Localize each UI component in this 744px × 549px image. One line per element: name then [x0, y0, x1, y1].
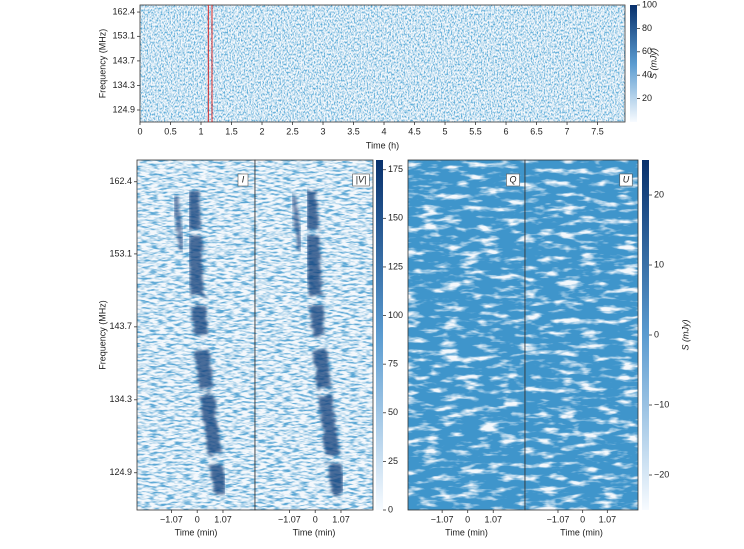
panel-frame: [254, 159, 374, 511]
colorbar-tick-label: 25: [388, 456, 398, 466]
heatmap: [525, 160, 638, 510]
colorbar-label: S (mJy): [648, 48, 658, 79]
panel-label: |V|: [356, 174, 367, 184]
signal-band-path: [290, 194, 303, 251]
y-tick-label: 162.4: [112, 6, 135, 16]
colorbar: [376, 160, 383, 510]
colorbar-tick-label: 20: [642, 93, 652, 103]
heatmap: [140, 5, 625, 122]
y-axis-label: Frequency (MHz): [97, 300, 107, 370]
x-tick-label: 0: [195, 514, 200, 524]
x-tick-label: 0: [137, 126, 142, 136]
x-tick-label: −1.07: [160, 514, 183, 524]
panel-label-box: [352, 173, 370, 187]
y-tick-label: 153.1: [112, 31, 135, 41]
x-tick-label: 1: [198, 126, 203, 136]
x-tick-label: 0: [465, 514, 470, 524]
colorbar-tick-label: 0: [388, 504, 393, 514]
colorbar-tick-label: 60: [642, 46, 652, 56]
y-tick-label: 153.1: [109, 248, 132, 258]
colorbar-tick-label: −10: [654, 399, 669, 409]
x-tick-label: 7: [565, 126, 570, 136]
colorbar-tick-label: 0: [654, 329, 659, 339]
colorbar-tick-label: 20: [654, 189, 664, 199]
y-tick-label: 143.7: [109, 321, 132, 331]
y-tick-label: 162.4: [109, 176, 132, 186]
colorbar-tick-label: −20: [654, 469, 669, 479]
colorbar-tick-label: 100: [642, 0, 657, 9]
x-tick-label: 3.5: [347, 126, 360, 136]
panel-label: Q: [509, 174, 516, 184]
x-axis-label: Time (h): [366, 140, 399, 150]
y-tick-label: 134.3: [112, 80, 135, 90]
signal-band-path: [172, 194, 185, 251]
panel-label-box: [619, 173, 633, 187]
colorbar: [642, 160, 649, 510]
x-tick-label: 1.07: [599, 514, 617, 524]
colorbar-tick-label: 125: [388, 261, 403, 271]
y-tick-label: 124.9: [109, 467, 132, 477]
x-axis-label: Time (min): [175, 527, 218, 537]
signal-band: [290, 189, 347, 502]
signal-band: [172, 189, 229, 502]
x-tick-label: 5.5: [469, 126, 482, 136]
x-tick-label: 1.07: [484, 514, 502, 524]
x-tick-label: 1.07: [214, 514, 232, 524]
x-tick-label: 2: [260, 126, 265, 136]
panel-frame: [524, 159, 639, 511]
colorbar-tick-label: 50: [388, 407, 398, 417]
x-tick-label: −1.07: [431, 514, 454, 524]
y-tick-label: 143.7: [112, 55, 135, 65]
y-axis-label: Frequency (MHz): [97, 29, 107, 99]
y-tick-label: 124.9: [112, 104, 135, 114]
x-tick-label: 0.5: [164, 126, 177, 136]
x-tick-label: 1.5: [225, 126, 238, 136]
colorbar-tick-label: 175: [388, 164, 403, 174]
x-tick-label: 2.5: [286, 126, 299, 136]
x-axis-label: Time (min): [293, 527, 336, 537]
x-tick-label: 0: [313, 514, 318, 524]
colorbar-tick-label: 80: [642, 23, 652, 33]
x-tick-label: 4.5: [408, 126, 421, 136]
x-tick-label: 7.5: [591, 126, 604, 136]
colorbar-tick-label: 100: [388, 310, 403, 320]
x-axis-label: Time (min): [445, 527, 488, 537]
colorbar-tick-label: 10: [654, 259, 664, 269]
colorbar-label: S (mJy): [680, 320, 690, 351]
colorbar-tick-label: 150: [388, 213, 403, 223]
x-tick-label: 4: [382, 126, 387, 136]
x-tick-label: −1.07: [278, 514, 301, 524]
panel-label: U: [623, 174, 630, 184]
heatmap: [408, 160, 525, 510]
colorbar-tick-label: 40: [642, 70, 652, 80]
y-tick-label: 134.3: [109, 394, 132, 404]
panel-label-box: [506, 173, 520, 187]
x-axis-label: Time (min): [560, 527, 603, 537]
x-tick-label: 3: [321, 126, 326, 136]
signal-band-path: [185, 189, 229, 502]
x-tick-label: −1.07: [547, 514, 570, 524]
panel-label: I: [242, 174, 245, 184]
x-tick-label: 5: [443, 126, 448, 136]
colorbar: [630, 5, 637, 122]
signal-band-path: [303, 189, 347, 502]
x-tick-label: 6: [504, 126, 509, 136]
x-tick-label: 0: [580, 514, 585, 524]
x-tick-label: 6.5: [530, 126, 543, 136]
panel-label-box: [237, 173, 249, 187]
colorbar-tick-label: 75: [388, 359, 398, 369]
x-tick-label: 1.07: [332, 514, 350, 524]
panel-frame: [139, 4, 626, 123]
